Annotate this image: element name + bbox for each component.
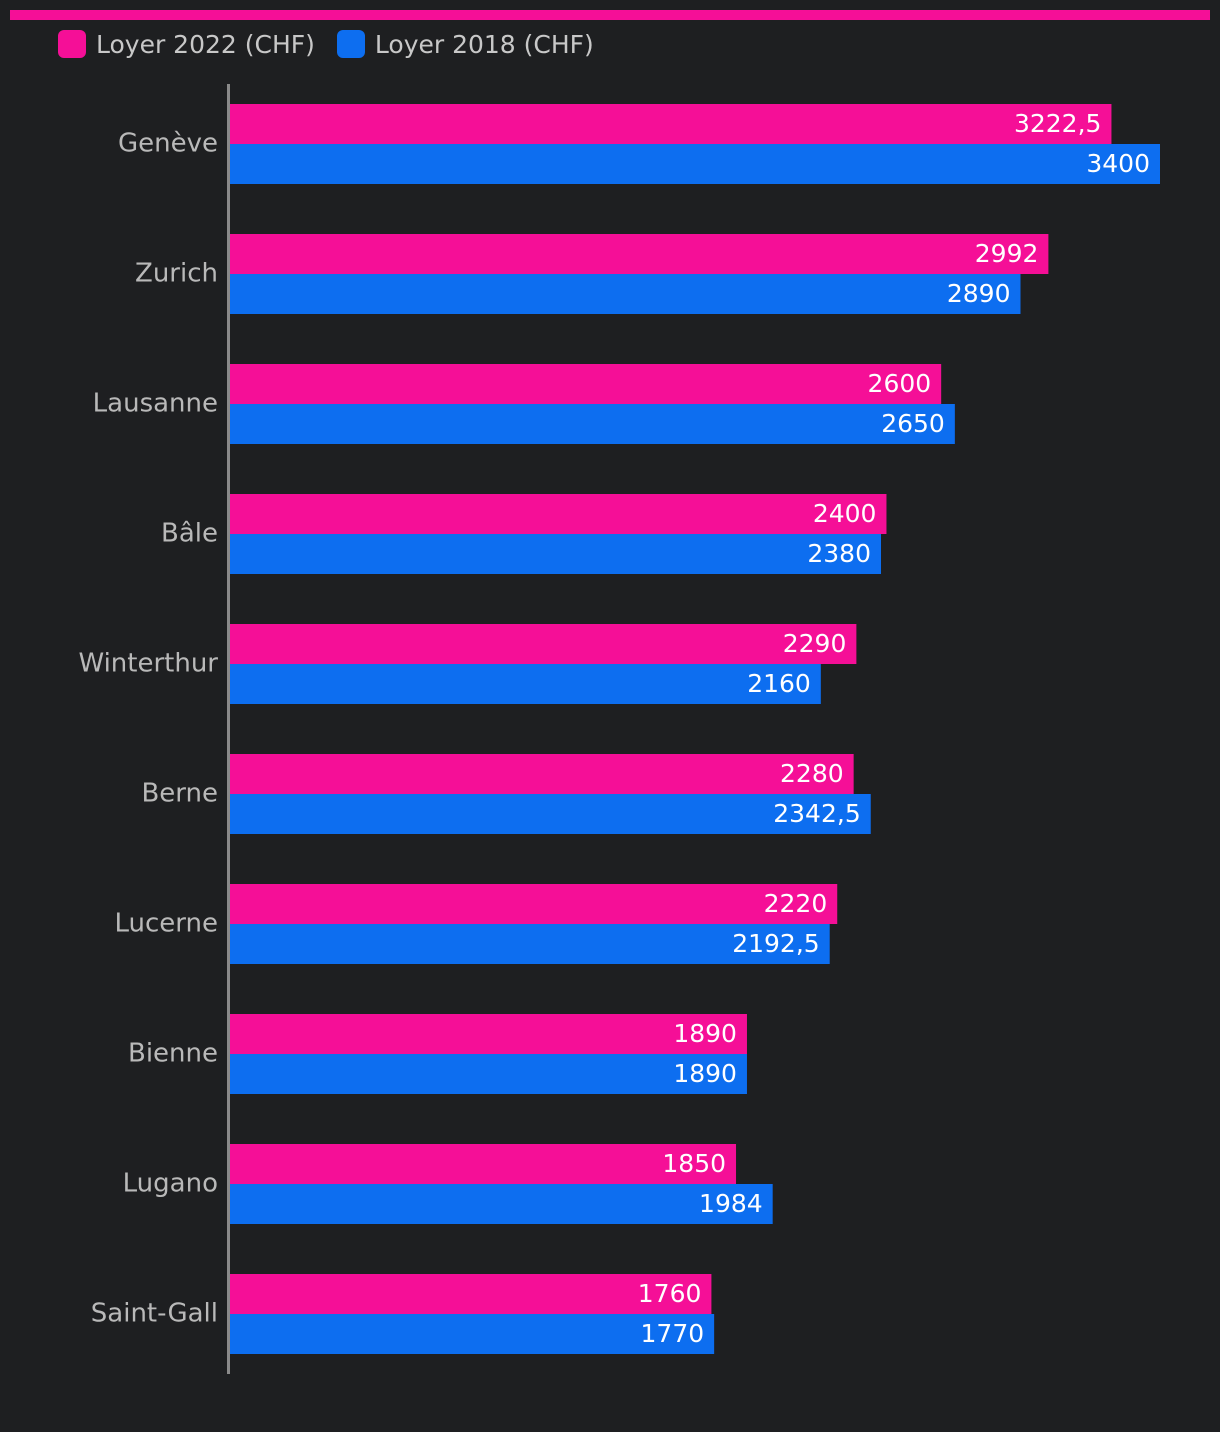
value-label-bale-2018: 2380	[807, 539, 871, 568]
bar-geneve-2022[interactable]	[230, 104, 1112, 144]
category-label-lucerne: Lucerne	[114, 909, 218, 939]
bar-bienne-2022[interactable]	[230, 1014, 747, 1054]
bar-lausanne-2022[interactable]	[230, 364, 942, 404]
value-label-zurich-2018: 2890	[947, 279, 1011, 308]
category-label-saint-gall: Saint-Gall	[91, 1299, 218, 1329]
bar-bale-2018[interactable]	[230, 534, 881, 574]
value-label-saint-gall-2018: 1770	[641, 1319, 705, 1348]
value-label-winterthur-2022: 2290	[783, 629, 847, 658]
value-label-bienne-2022: 1890	[673, 1019, 737, 1048]
value-label-berne-2022: 2280	[780, 759, 844, 788]
category-label-geneve: Genève	[118, 129, 218, 159]
bar-zurich-2022[interactable]	[230, 234, 1049, 274]
top-accent-bar	[10, 10, 1210, 20]
bar-lucerne-2022[interactable]	[230, 884, 838, 924]
legend-item-2022[interactable]: Loyer 2022 (CHF)	[58, 30, 315, 59]
bar-winterthur-2018[interactable]	[230, 664, 821, 704]
value-label-lucerne-2022: 2220	[764, 889, 828, 918]
category-label-berne: Berne	[141, 779, 218, 809]
value-label-bale-2022: 2400	[813, 499, 877, 528]
category-label-winterthur: Winterthur	[78, 649, 218, 679]
value-label-saint-gall-2022: 1760	[638, 1279, 702, 1308]
bar-berne-2022[interactable]	[230, 754, 854, 794]
legend-label-2018: Loyer 2018 (CHF)	[374, 29, 594, 59]
bar-zurich-2018[interactable]	[230, 274, 1021, 314]
category-label-bienne: Bienne	[128, 1039, 218, 1069]
value-label-lugano-2022: 1850	[662, 1149, 726, 1178]
legend-swatch-2018	[336, 30, 365, 58]
bar-saint-gall-2018[interactable]	[230, 1314, 715, 1354]
bar-saint-gall-2022[interactable]	[230, 1274, 712, 1314]
category-label-bale: Bâle	[161, 519, 218, 549]
category-label-lausanne: Lausanne	[93, 389, 218, 419]
value-label-lausanne-2018: 2650	[881, 409, 945, 438]
value-label-geneve-2022: 3222,5	[1014, 109, 1101, 138]
value-label-bienne-2018: 1890	[673, 1059, 737, 1088]
value-label-berne-2018: 2342,5	[773, 799, 860, 828]
category-label-lugano: Lugano	[123, 1169, 218, 1199]
value-label-geneve-2018: 3400	[1086, 149, 1150, 178]
bar-geneve-2018[interactable]	[230, 144, 1160, 184]
category-label-zurich: Zurich	[135, 259, 218, 289]
value-label-winterthur-2018: 2160	[747, 669, 811, 698]
legend: Loyer 2022 (CHF) Loyer 2018 (CHF)	[58, 26, 616, 62]
bar-bale-2022[interactable]	[230, 494, 887, 534]
value-label-lugano-2018: 1984	[699, 1189, 763, 1218]
value-label-zurich-2022: 2992	[975, 239, 1039, 268]
value-label-lausanne-2022: 2600	[868, 369, 932, 398]
bar-lugano-2022[interactable]	[230, 1144, 737, 1184]
bar-lausanne-2018[interactable]	[230, 404, 955, 444]
bar-berne-2018[interactable]	[230, 794, 871, 834]
legend-label-2022: Loyer 2022 (CHF)	[96, 29, 315, 59]
legend-item-2018[interactable]: Loyer 2018 (CHF)	[336, 29, 594, 59]
bar-winterthur-2022[interactable]	[230, 624, 857, 664]
bar-lucerne-2018[interactable]	[230, 924, 830, 964]
value-label-lucerne-2018: 2192,5	[732, 929, 819, 958]
bar-bienne-2018[interactable]	[230, 1054, 747, 1094]
legend-swatch-2022	[58, 30, 86, 58]
bar-lugano-2018[interactable]	[230, 1184, 773, 1224]
